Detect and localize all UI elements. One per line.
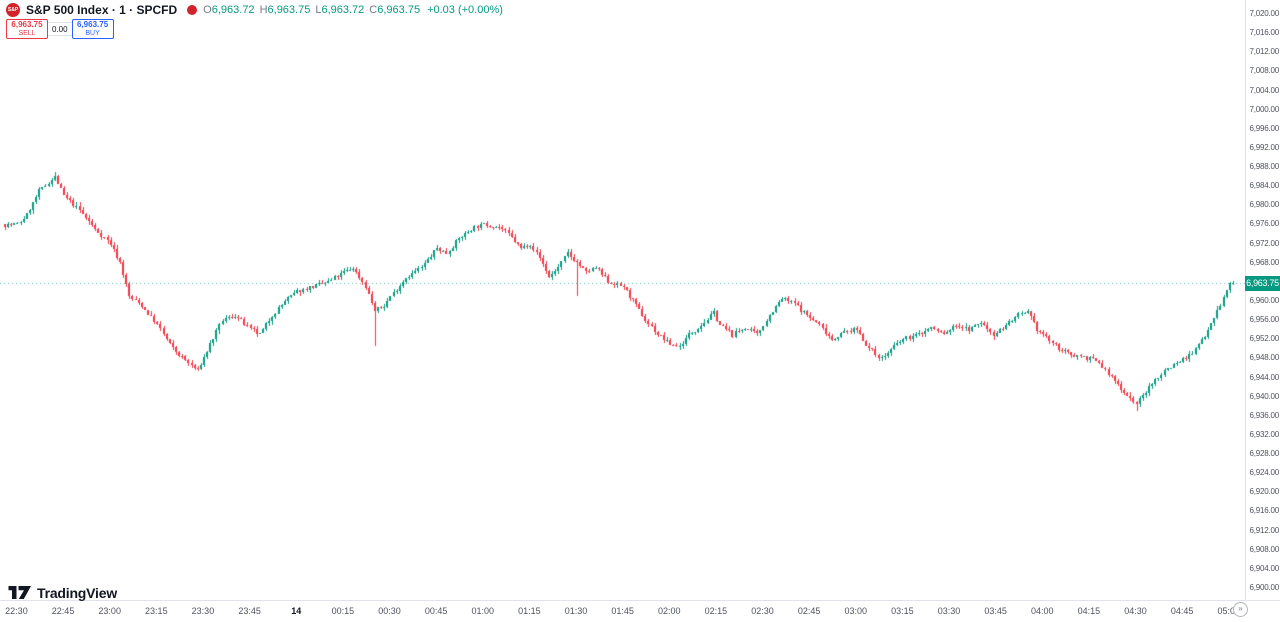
time-axis-label: 04:30	[1124, 606, 1147, 616]
ohlc-readout: O6,963.72 H6,963.75 L6,963.72 C6,963.75 …	[203, 4, 503, 16]
price-axis-label: 6,992.00	[1249, 142, 1279, 152]
time-axis-label: 01:00	[471, 606, 494, 616]
price-axis-label: 7,016.00	[1249, 28, 1279, 38]
price-axis[interactable]: 7,020.00 7,016.00 7,012.00 7,008.00 7,004.00…	[1245, 0, 1280, 600]
symbol-title[interactable]: S&P 500 Index · 1 · SPCFD	[26, 3, 178, 17]
order-panel: 6,963.75 SELL 0.00 6,963.75 BUY	[6, 19, 114, 39]
sell-price: 6,963.75	[11, 20, 43, 30]
current-price-tag[interactable]: 6,963.75	[1245, 275, 1280, 291]
price-axis-label: 6,900.00	[1249, 583, 1279, 592]
symbol-logo-icon: S&P	[6, 3, 20, 17]
time-axis-label: 22:45	[51, 606, 75, 616]
low-value: 6,963.72	[321, 4, 365, 16]
price-axis-label: 6,952.00	[1249, 334, 1279, 344]
price-axis-label: 7,008.00	[1249, 66, 1279, 76]
price-axis-label: 6,980.00	[1249, 200, 1279, 210]
price-axis-label: 6,976.00	[1249, 219, 1279, 229]
price-axis-label: 6,932.00	[1249, 429, 1279, 439]
buy-label: BUY	[85, 29, 100, 37]
scroll-to-realtime-button[interactable]: »	[1233, 602, 1248, 617]
price-axis-label: 6,956.00	[1249, 315, 1279, 325]
buy-button[interactable]: 6,963.75 BUY	[71, 19, 114, 39]
price-axis-label: 6,928.00	[1249, 449, 1279, 459]
open-label: O	[203, 4, 212, 16]
tradingview-logo[interactable]: TradingView	[8, 585, 117, 601]
time-axis-label: 03:00	[844, 606, 868, 616]
price-axis-label: 6,996.00	[1249, 123, 1279, 133]
spread-value: 0.00	[48, 22, 72, 36]
price-axis-label: 6,972.00	[1249, 238, 1279, 248]
time-axis[interactable]: 22:30 22:45 23:00 23:15 23:30 23:45 14 00:15 00:…	[0, 600, 1280, 622]
sell-button[interactable]: 6,963.75 SELL	[6, 19, 48, 39]
change-value: +0.03 (+0.00%)	[427, 4, 503, 16]
price-axis-label: 6,920.00	[1249, 487, 1279, 497]
price-axis-label: 6,944.00	[1249, 372, 1279, 382]
price-axis-label: 6,924.00	[1249, 468, 1279, 478]
low-label: L	[315, 4, 322, 16]
time-axis-label: 04:00	[1031, 606, 1054, 616]
time-axis-label: 23:45	[238, 606, 261, 616]
price-axis-label: 6,984.00	[1249, 181, 1279, 191]
price-axis-label: 6,988.00	[1249, 162, 1279, 172]
price-axis-label: 7,020.00	[1249, 9, 1279, 18]
price-axis-label: 7,012.00	[1249, 47, 1279, 57]
time-axis-label: 01:15	[518, 606, 541, 616]
time-axis-label: 00:30	[378, 606, 401, 616]
price-axis-label: 6,968.00	[1249, 257, 1279, 267]
time-axis-label: 03:45	[984, 606, 1007, 616]
symbol-mini-logo-icon	[187, 5, 198, 15]
time-axis-label: 23:00	[98, 606, 121, 616]
time-axis-label: 01:45	[611, 606, 634, 616]
price-axis-label: 6,908.00	[1249, 544, 1279, 554]
time-axis-label: 04:45	[1170, 606, 1194, 616]
tradingview-logo-icon	[8, 586, 31, 599]
price-axis-label: 6,960.00	[1249, 296, 1279, 305]
price-axis-label: 7,000.00	[1249, 104, 1279, 114]
price-axis-label: 6,940.00	[1249, 391, 1279, 401]
price-axis-label: 6,904.00	[1249, 563, 1279, 573]
time-axis-label: 04:15	[1077, 606, 1101, 616]
time-axis-label: 23:15	[145, 606, 168, 616]
time-axis-label: 05:00	[1217, 606, 1241, 616]
tradingview-brand-text: TradingView	[37, 585, 118, 601]
time-axis-label: 00:45	[424, 606, 448, 616]
high-value: 6,963.75	[267, 4, 311, 16]
time-axis-label: 02:15	[704, 606, 728, 616]
close-value: 6,963.75	[377, 4, 421, 16]
symbol-header: S&P S&P 500 Index · 1 · SPCFD O6,963.72 …	[6, 3, 503, 17]
time-axis-label: 22:30	[5, 606, 28, 616]
price-axis-label: 6,912.00	[1249, 525, 1279, 535]
close-label: C	[369, 4, 378, 16]
time-axis-label: 02:45	[797, 606, 821, 616]
time-axis-label: 00:15	[331, 606, 355, 616]
price-axis-label: 6,916.00	[1249, 506, 1279, 516]
time-axis-label: 03:30	[937, 606, 961, 616]
buy-price: 6,963.75	[77, 20, 109, 30]
time-axis-label: 02:00	[657, 606, 681, 616]
open-value: 6,963.72	[211, 4, 255, 16]
sell-label: SELL	[18, 29, 36, 37]
time-axis-label: 03:15	[891, 606, 914, 616]
price-axis-label: 6,936.00	[1249, 410, 1279, 420]
time-axis-date-label: 14	[291, 606, 302, 616]
time-axis-label: 01:30	[564, 606, 588, 616]
price-axis-label: 6,948.00	[1249, 353, 1279, 363]
high-label: H	[259, 4, 268, 16]
time-axis-label: 02:30	[751, 606, 774, 616]
time-axis-label: 23:30	[191, 606, 215, 616]
price-axis-label: 7,004.00	[1249, 85, 1279, 95]
